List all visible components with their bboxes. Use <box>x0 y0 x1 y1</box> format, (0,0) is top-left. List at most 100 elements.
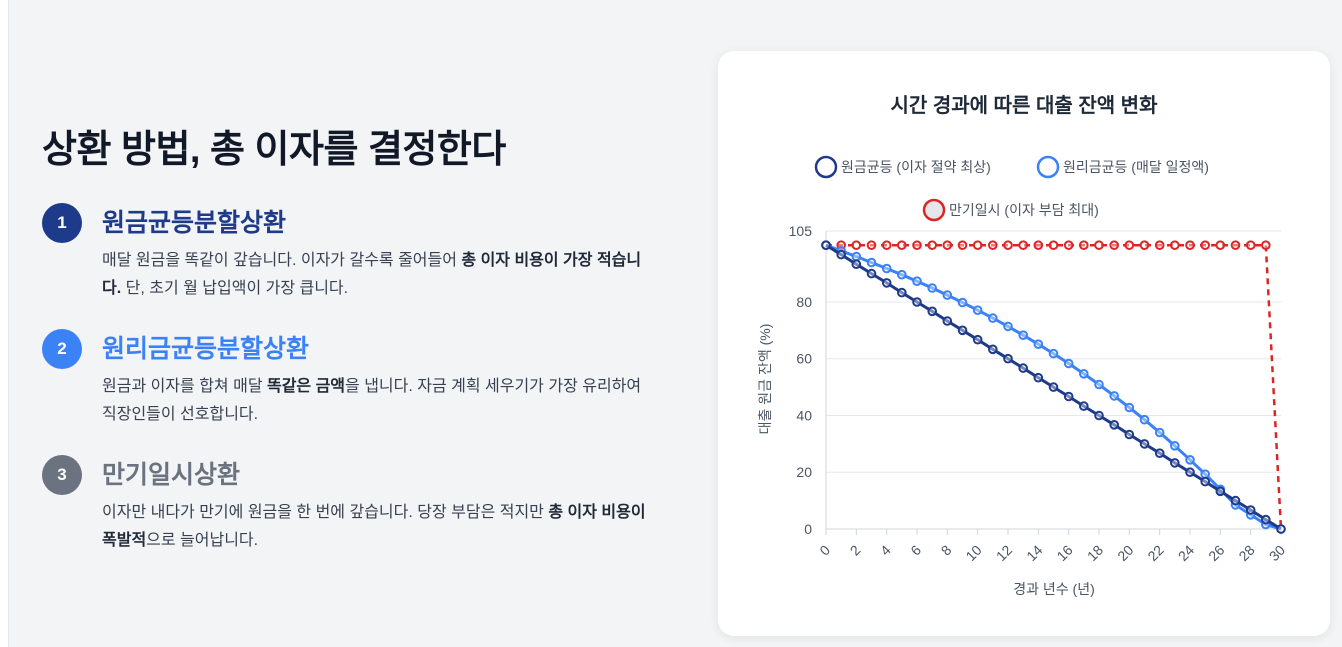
series-2-point[interactable] <box>1003 321 1013 332</box>
series-3-point[interactable] <box>1139 240 1150 250</box>
series-3-point[interactable] <box>1261 240 1271 250</box>
series-2-point[interactable] <box>881 263 892 274</box>
series-2-point[interactable] <box>957 297 968 308</box>
series-3-point[interactable] <box>1079 240 1089 250</box>
series-2-point[interactable] <box>1185 455 1195 465</box>
x-tick-label: 28 <box>1235 542 1257 564</box>
series-1-point[interactable] <box>1139 439 1150 449</box>
series-1-point[interactable] <box>866 268 877 279</box>
series-3-point[interactable] <box>972 240 983 250</box>
y-axis-label: 대출 원금 잔액 (%) <box>757 324 773 435</box>
legend-marker-3[interactable] <box>922 198 946 222</box>
series-1-point[interactable] <box>1018 363 1029 373</box>
series-3-point[interactable] <box>1245 240 1256 250</box>
series-3-point[interactable] <box>957 240 968 250</box>
series-1-point[interactable] <box>972 334 983 345</box>
series-2-point[interactable] <box>972 305 983 316</box>
series-3-point[interactable] <box>927 240 937 250</box>
series-2-point[interactable] <box>988 313 998 323</box>
legend-label-2[interactable]: 원리금균등 (매달 일정액) <box>1063 159 1209 175</box>
x-tick-label: 18 <box>1084 542 1106 564</box>
series-3-point[interactable] <box>1063 240 1074 250</box>
series-1-point[interactable] <box>927 306 937 317</box>
series-1-point[interactable] <box>1079 401 1089 411</box>
left-border <box>0 0 9 647</box>
series-1-point[interactable] <box>1063 391 1074 402</box>
series-1-point[interactable] <box>988 344 998 355</box>
series-1-point[interactable] <box>897 287 907 298</box>
series-1-point[interactable] <box>1124 429 1135 440</box>
series-3-point[interactable] <box>1230 240 1241 250</box>
x-tick-label: 2 <box>847 542 864 559</box>
series-1-point[interactable] <box>1185 467 1195 478</box>
series-2-point[interactable] <box>1063 358 1074 369</box>
legend-label-1[interactable]: 원금균등 (이자 절약 최상) <box>841 159 991 175</box>
series-2-point[interactable] <box>866 257 877 268</box>
series-2-point[interactable] <box>912 276 922 286</box>
method-2-title: 원리금균등분할상환 <box>102 335 310 363</box>
series-3-point[interactable] <box>988 240 998 250</box>
series-1-point[interactable] <box>912 297 922 307</box>
series-3-point[interactable] <box>1215 240 1226 250</box>
series-3-point[interactable] <box>866 240 877 250</box>
series-2-point[interactable] <box>1094 379 1104 390</box>
series-2-point[interactable] <box>1139 414 1150 425</box>
series-1-point[interactable] <box>1003 353 1013 364</box>
series-2-point[interactable] <box>1154 427 1165 438</box>
series-3-point[interactable] <box>1200 240 1211 250</box>
series-3-point[interactable] <box>1185 240 1195 250</box>
series-1-point[interactable] <box>1048 382 1059 392</box>
series-1-point[interactable] <box>1094 410 1104 421</box>
series-3-point[interactable] <box>1048 240 1059 250</box>
method-1-desc-text: 매달 원금을 똑같이 갚습니다. 이자가 갈수록 줄어들어 <box>102 252 462 269</box>
series-1-point[interactable] <box>1170 458 1180 468</box>
series-2-point[interactable] <box>1170 441 1180 451</box>
series-1-point[interactable] <box>1230 495 1241 506</box>
series-3-point[interactable] <box>1154 240 1165 250</box>
series-2-point[interactable] <box>1033 339 1044 350</box>
method-1-desc-text-end: 단, 초기 월 납입액이 가장 큽니다. <box>121 280 349 297</box>
series-1-point[interactable] <box>1215 486 1226 497</box>
series-1-point[interactable] <box>1261 514 1271 525</box>
series-3-point[interactable] <box>851 240 862 250</box>
series-2-point[interactable] <box>1018 330 1029 341</box>
series-3-point[interactable] <box>1124 240 1135 250</box>
series-3-point[interactable] <box>1170 240 1180 250</box>
series-2-point[interactable] <box>942 290 953 300</box>
series-1-point[interactable] <box>942 316 953 326</box>
series-1-point[interactable] <box>1154 448 1165 459</box>
series-1-point[interactable] <box>836 249 846 260</box>
legend-label-3[interactable]: 만기일시 (이자 부담 최대) <box>949 202 1099 218</box>
series-1-point[interactable] <box>1245 505 1256 515</box>
legend-marker-1[interactable] <box>814 155 838 179</box>
series-3-point[interactable] <box>1094 240 1104 250</box>
series-3-point[interactable] <box>912 240 922 250</box>
series-1-point[interactable] <box>821 240 831 250</box>
series-2-point[interactable] <box>927 283 937 293</box>
series-1-point[interactable] <box>1200 476 1211 487</box>
series-2-point[interactable] <box>897 269 907 280</box>
series-2-point[interactable] <box>1079 369 1089 379</box>
x-tick-label: 22 <box>1144 542 1166 564</box>
series-2-point[interactable] <box>1048 348 1059 359</box>
series-1-point[interactable] <box>1109 420 1120 430</box>
legend-marker-2[interactable] <box>1036 155 1060 179</box>
series-1-point[interactable] <box>851 259 862 269</box>
series-1-point[interactable] <box>1033 372 1044 383</box>
series-2-point[interactable] <box>1109 391 1120 401</box>
series-3-point[interactable] <box>881 240 892 250</box>
series-2-point[interactable] <box>1124 402 1135 413</box>
series-3-point[interactable] <box>1018 240 1029 250</box>
series-3-point[interactable] <box>897 240 907 250</box>
method-3: 3 만기일시상환 이자만 내다가 만기에 원금을 한 번에 갚습니다. 당장 부… <box>42 455 662 555</box>
series-1-point[interactable] <box>881 278 892 288</box>
series-3-point[interactable] <box>942 240 953 250</box>
method-1-desc-emphasis: 총 이자 비용이 가장 적습니다. <box>102 252 642 297</box>
series-2-point[interactable] <box>851 251 862 262</box>
x-tick-label: 30 <box>1266 542 1288 564</box>
series-1-point[interactable] <box>1276 524 1286 534</box>
series-1-point[interactable] <box>957 325 968 336</box>
series-3-point[interactable] <box>1109 240 1120 250</box>
series-3-point[interactable] <box>1033 240 1044 250</box>
series-3-point[interactable] <box>1003 240 1013 250</box>
